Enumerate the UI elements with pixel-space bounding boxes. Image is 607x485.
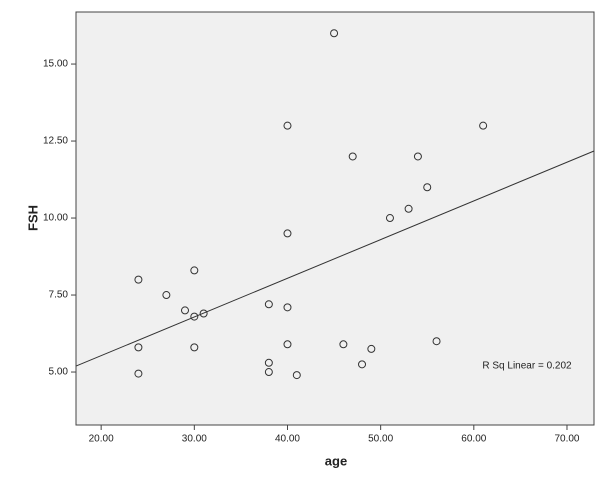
r-squared-annotation: R Sq Linear = 0.202 — [482, 361, 572, 372]
x-axis-label: age — [325, 453, 347, 468]
data-point — [432, 337, 441, 346]
data-point — [190, 343, 199, 352]
data-point — [283, 121, 292, 130]
y-tick-label: 12.50 — [43, 136, 68, 147]
y-tick-label: 15.00 — [43, 59, 68, 70]
data-point — [283, 340, 292, 349]
data-point — [162, 291, 171, 300]
y-tick-label: 5.00 — [49, 367, 69, 378]
data-point — [199, 309, 208, 318]
data-point — [358, 360, 367, 369]
data-point — [479, 121, 488, 130]
x-tick-label: 60.00 — [461, 434, 486, 445]
data-point — [134, 275, 143, 284]
fit-line — [75, 150, 595, 367]
data-point — [385, 214, 394, 223]
data-point — [190, 312, 199, 321]
data-point — [264, 368, 273, 377]
data-point — [339, 340, 348, 349]
data-point — [330, 29, 339, 38]
y-tick-label: 7.50 — [49, 290, 69, 301]
y-tick-label: 10.00 — [43, 213, 68, 224]
x-tick-label: 30.00 — [182, 434, 207, 445]
data-point — [134, 343, 143, 352]
data-point — [283, 303, 292, 312]
data-point — [404, 204, 413, 213]
data-point — [264, 358, 273, 367]
x-tick-label: 50.00 — [368, 434, 393, 445]
data-point — [181, 306, 190, 315]
data-point — [367, 344, 376, 353]
y-axis-label: FSH — [25, 205, 40, 231]
data-point — [413, 152, 422, 161]
data-point — [292, 371, 301, 380]
x-tick-label: 20.00 — [89, 434, 114, 445]
plot-area — [75, 11, 595, 426]
x-tick-label: 40.00 — [275, 434, 300, 445]
data-point — [283, 229, 292, 238]
data-point — [348, 152, 357, 161]
data-point — [264, 300, 273, 309]
data-point — [190, 266, 199, 275]
x-tick-label: 70.00 — [554, 434, 579, 445]
data-point — [134, 369, 143, 378]
data-point — [423, 183, 432, 192]
